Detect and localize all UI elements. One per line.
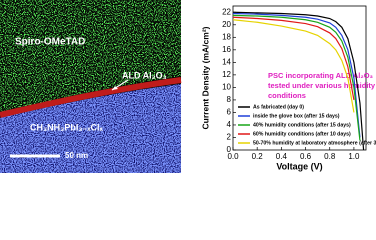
legend-label: As fabricated (day 0): [253, 104, 304, 110]
y-tick-label: 12: [222, 70, 231, 79]
series-line: [232, 16, 355, 101]
y-tick-label: 16: [222, 45, 231, 54]
y-tick-label: 0: [227, 145, 232, 154]
x-tick-label: 0.6: [300, 152, 312, 161]
scale-label: 50 nm: [65, 151, 88, 160]
y-tick-label: 6: [227, 108, 232, 117]
legend-label: 50-70% humidity at laboratory atmosphere…: [253, 140, 376, 146]
legend-label: inside the glove box (after 15 days): [253, 113, 340, 119]
annotation: PSC incorporating ALD Al₂O₃: [268, 71, 374, 80]
x-tick-label: 1.0: [348, 152, 360, 161]
y-axis-title: Current Density (mA/cm²): [200, 26, 210, 129]
layer-label: ALD Al₂O₃: [122, 70, 167, 80]
micrograph: Spiro-OMeTAD ALD Al₂O₃ CH₃NH₃PbI₃₋ₓClₓ 5…: [0, 0, 182, 173]
y-tick-label: 22: [222, 7, 231, 16]
y-tick-label: 4: [227, 120, 232, 129]
annotation: tested under various humidity: [268, 81, 376, 90]
x-tick-label: 0.4: [276, 152, 288, 161]
y-tick-label: 18: [222, 32, 231, 41]
series-line: [232, 11, 365, 151]
layer-label: Spiro-OMeTAD: [15, 37, 85, 48]
x-tick-label: 0.2: [252, 152, 264, 161]
legend-label: 40% humidity conditions (after 15 days): [253, 122, 351, 128]
legend-label: 60% humidity conditions (after 10 days): [253, 131, 351, 137]
y-tick-label: 20: [222, 20, 231, 29]
x-tick-label: 0.0: [227, 152, 239, 161]
x-axis-title: Voltage (V): [276, 161, 322, 171]
y-tick-label: 14: [222, 57, 231, 66]
series-line: [232, 14, 361, 141]
x-tick-label: 0.8: [324, 152, 336, 161]
layer-label: CH₃NH₃PbI₃₋ₓClₓ: [30, 122, 104, 132]
y-tick-label: 8: [227, 95, 232, 104]
y-tick-label: 10: [222, 83, 231, 92]
figure: Spiro-OMeTAD ALD Al₂O₃ CH₃NH₃PbI₃₋ₓClₓ 5…: [0, 0, 376, 173]
annotation: conditions: [268, 91, 306, 100]
series-line: [232, 19, 355, 113]
plot-frame: [232, 5, 367, 151]
chart: 0 2 4 6 8 10 12 14 16 18 20 22 0.0 0.2 0.4 0.6 0.8 1.0 Vol…: [200, 5, 376, 171]
y-tick-label: 2: [227, 133, 232, 142]
series-line: [232, 12, 361, 138]
